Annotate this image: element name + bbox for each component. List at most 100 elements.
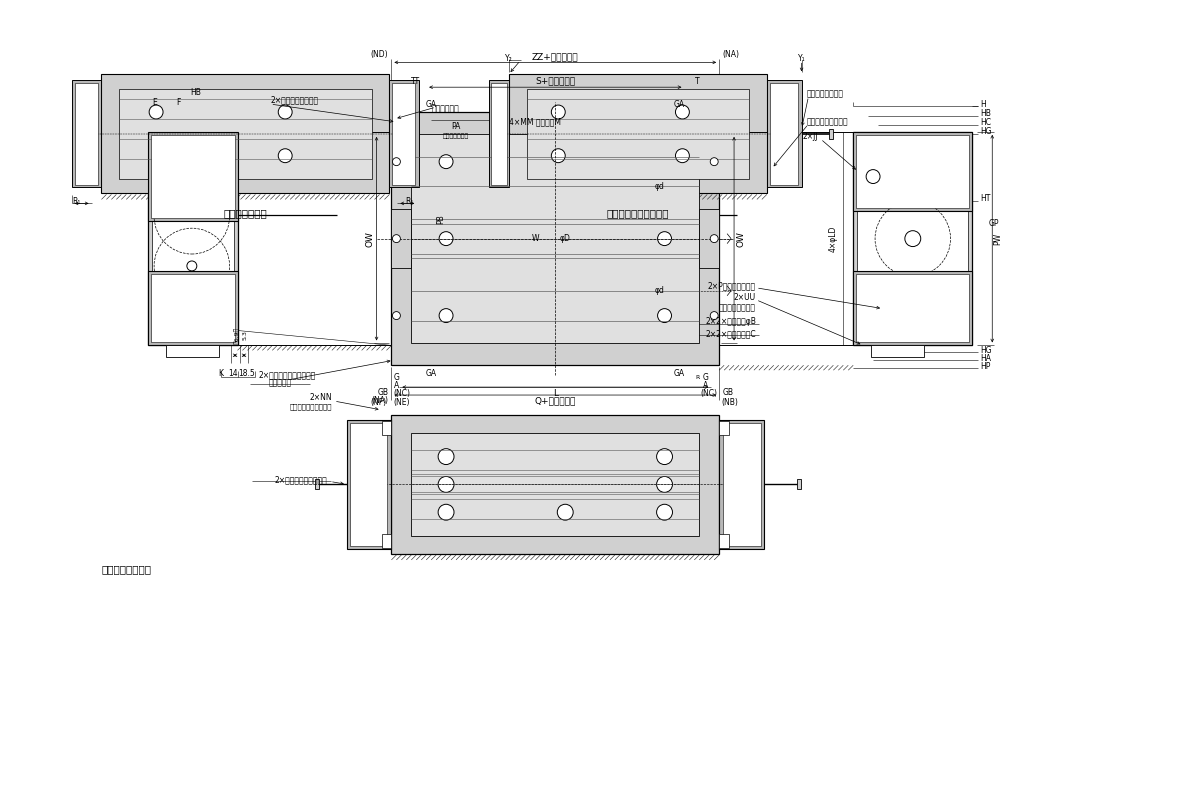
- Text: G: G: [393, 373, 399, 382]
- Bar: [389, 80, 419, 187]
- Text: A: A: [394, 381, 399, 390]
- Bar: [526, 89, 749, 178]
- Bar: [393, 83, 416, 185]
- Text: R₁: R₁: [72, 197, 80, 206]
- Circle shape: [658, 154, 672, 169]
- Text: GP: GP: [988, 219, 999, 228]
- Text: GB: GB: [377, 387, 388, 397]
- Text: W: W: [532, 234, 539, 243]
- Bar: [74, 83, 97, 185]
- Text: ショックアブソーバ: ショックアブソーバ: [806, 118, 848, 126]
- Text: （6.9）: （6.9）: [234, 326, 240, 344]
- Text: G: G: [702, 373, 708, 382]
- Text: 2×NN: 2×NN: [309, 393, 332, 402]
- Bar: [871, 346, 924, 358]
- Bar: [120, 89, 371, 178]
- Bar: [151, 135, 235, 218]
- Text: PB: PB: [436, 214, 446, 224]
- Text: （中心振分け）: （中心振分け）: [443, 133, 470, 138]
- Text: ショックアブソーバ付: ショックアブソーバ付: [606, 208, 668, 218]
- Text: Q+ストローク: Q+ストローク: [534, 397, 576, 406]
- Circle shape: [278, 105, 292, 119]
- Bar: [392, 112, 719, 366]
- Bar: [797, 479, 800, 490]
- Text: K: K: [218, 369, 223, 378]
- Bar: [724, 423, 761, 546]
- Bar: [491, 83, 507, 185]
- Text: F: F: [176, 98, 180, 106]
- Circle shape: [393, 312, 400, 319]
- Text: OW: OW: [737, 230, 745, 246]
- Text: ダンパボルト: ダンパボルト: [431, 105, 459, 114]
- Circle shape: [438, 449, 454, 465]
- Circle shape: [710, 158, 718, 166]
- Circle shape: [710, 312, 718, 319]
- Circle shape: [440, 232, 453, 246]
- Text: (ND): (ND): [371, 50, 388, 59]
- Text: 18.5: 18.5: [238, 369, 255, 378]
- Bar: [72, 80, 102, 187]
- Circle shape: [163, 302, 177, 315]
- Bar: [350, 423, 387, 546]
- Circle shape: [207, 302, 222, 315]
- Circle shape: [149, 105, 163, 119]
- Text: (NF): (NF): [370, 398, 387, 407]
- Bar: [411, 134, 700, 343]
- Circle shape: [557, 504, 573, 520]
- Text: 2×UU: 2×UU: [734, 294, 756, 302]
- Bar: [770, 83, 798, 185]
- Bar: [167, 346, 219, 358]
- Text: GA: GA: [425, 369, 437, 378]
- Bar: [149, 271, 237, 346]
- Text: (NA): (NA): [371, 397, 388, 406]
- Circle shape: [658, 232, 672, 246]
- Text: HA: HA: [980, 354, 991, 362]
- Circle shape: [913, 301, 928, 317]
- Text: φD: φD: [559, 234, 570, 243]
- Bar: [149, 132, 237, 346]
- Circle shape: [551, 149, 565, 162]
- Text: H: H: [980, 99, 986, 109]
- Bar: [857, 274, 969, 342]
- Text: ストローク調整量: ストローク調整量: [102, 564, 151, 574]
- Text: GB: GB: [722, 387, 733, 397]
- Text: アジャストボルト: アジャストボルト: [806, 90, 843, 98]
- Text: 2×2×座ぐり径φB: 2×2×座ぐり径φB: [706, 317, 756, 326]
- Bar: [853, 271, 973, 346]
- Circle shape: [393, 158, 400, 166]
- Text: φd: φd: [654, 182, 665, 191]
- Bar: [719, 420, 764, 549]
- Text: 14: 14: [228, 369, 237, 378]
- Circle shape: [438, 504, 454, 520]
- Text: GA: GA: [673, 99, 685, 109]
- Text: (NC): (NC): [700, 389, 718, 398]
- Text: HB: HB: [980, 110, 991, 118]
- Circle shape: [551, 105, 565, 119]
- Circle shape: [918, 306, 924, 312]
- Circle shape: [438, 477, 454, 492]
- Text: ダンバボルト付: ダンバボルト付: [224, 208, 267, 218]
- Bar: [102, 74, 389, 194]
- Circle shape: [658, 309, 672, 322]
- Bar: [346, 420, 392, 549]
- Text: HC: HC: [980, 118, 991, 127]
- Circle shape: [657, 449, 672, 465]
- Text: PA: PA: [452, 122, 461, 131]
- Bar: [719, 421, 730, 434]
- Bar: [857, 135, 969, 208]
- Text: 4×MM ねじ深さM: 4×MM ねじ深さM: [509, 118, 562, 126]
- Bar: [381, 421, 392, 434]
- Text: TT: TT: [411, 77, 420, 86]
- Circle shape: [872, 306, 878, 312]
- Circle shape: [393, 234, 400, 242]
- Circle shape: [867, 301, 883, 317]
- Bar: [152, 136, 234, 342]
- Bar: [381, 534, 392, 548]
- Text: 2×ショックアブソーバ: 2×ショックアブソーバ: [274, 475, 327, 484]
- Bar: [853, 132, 973, 346]
- Text: OW: OW: [365, 230, 374, 246]
- Text: GA: GA: [673, 369, 685, 378]
- Circle shape: [710, 234, 718, 242]
- Circle shape: [278, 149, 292, 162]
- Text: 2×スイッチレール固定用: 2×スイッチレール固定用: [259, 370, 316, 380]
